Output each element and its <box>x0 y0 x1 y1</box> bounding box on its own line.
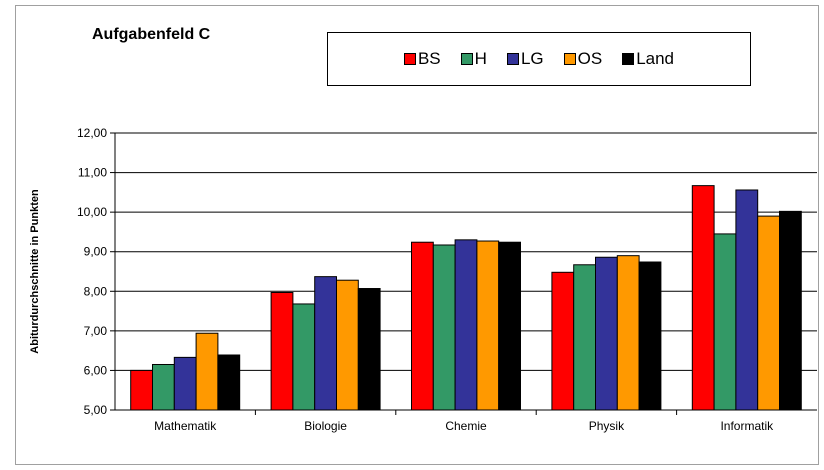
x-tick-label: Chemie <box>445 419 487 433</box>
bar-h-chemie <box>432 244 456 411</box>
y-tick-label: 11,00 <box>78 166 107 180</box>
legend-label-h: H <box>474 49 487 68</box>
chart-legend: BS H LG OS Land <box>327 32 751 86</box>
y-tick-label: 9,00 <box>84 245 108 259</box>
legend-label-land: Land <box>636 49 675 68</box>
bar-lg-mathematik <box>173 356 197 411</box>
bar-h-informatik <box>713 233 737 411</box>
y-tick-label: 7,00 <box>84 324 108 338</box>
bar-land-biologie <box>357 288 381 411</box>
legend-item-land: Land <box>622 49 674 69</box>
bar-bs-mathematik <box>130 369 153 411</box>
legend-swatch-os <box>563 53 576 65</box>
legend-swatch-bs <box>403 53 416 65</box>
legend-item-lg: LG <box>506 49 544 69</box>
bar-os-biologie <box>336 279 359 411</box>
bar-os-chemie <box>476 240 500 411</box>
legend-swatch-land <box>622 53 635 65</box>
legend-item-h: H <box>460 49 487 69</box>
bar-lg-physik <box>595 256 618 411</box>
chart-title: Aufgabenfeld C <box>92 26 211 43</box>
bar-bs-informatik <box>691 185 715 411</box>
bar-land-physik <box>638 261 662 411</box>
bar-lg-biologie <box>314 276 338 411</box>
x-tick-label: Physik <box>589 419 625 433</box>
bar-lg-informatik <box>735 189 759 411</box>
bar-h-mathematik <box>152 363 175 411</box>
bar-bs-biologie <box>270 291 294 411</box>
legend-label-bs: BS <box>417 49 441 68</box>
bar-land-chemie <box>498 241 522 411</box>
legend-item-os: OS <box>563 49 603 69</box>
bar-os-physik <box>616 255 640 411</box>
bar-h-biologie <box>292 303 316 411</box>
legend-swatch-h <box>460 53 473 65</box>
x-tick-label: Mathematik <box>154 419 217 433</box>
y-tick-label: 10,00 <box>77 205 107 219</box>
bar-bs-physik <box>551 271 575 411</box>
bar-land-mathematik <box>217 354 241 411</box>
x-tick-label: Biologie <box>304 419 347 433</box>
bar-os-informatik <box>757 215 781 411</box>
legend-swatch-lg <box>506 53 519 65</box>
y-axis-label: Abiturdurchschnitte in Punkten <box>29 189 41 354</box>
x-tick-label: Informatik <box>720 419 774 433</box>
legend-label-os: OS <box>577 49 603 68</box>
bar-land-informatik <box>779 210 802 411</box>
bar-h-physik <box>573 264 597 411</box>
legend-label-lg: LG <box>520 49 544 68</box>
bar-bs-chemie <box>411 241 434 411</box>
bar-os-mathematik <box>195 332 219 411</box>
bar-lg-chemie <box>454 239 478 411</box>
y-tick-label: 6,00 <box>84 363 108 377</box>
legend-item-bs: BS <box>403 49 441 69</box>
y-tick-label: 12,00 <box>77 126 107 140</box>
y-tick-label: 8,00 <box>84 284 108 298</box>
y-tick-label: 5,00 <box>84 403 108 417</box>
